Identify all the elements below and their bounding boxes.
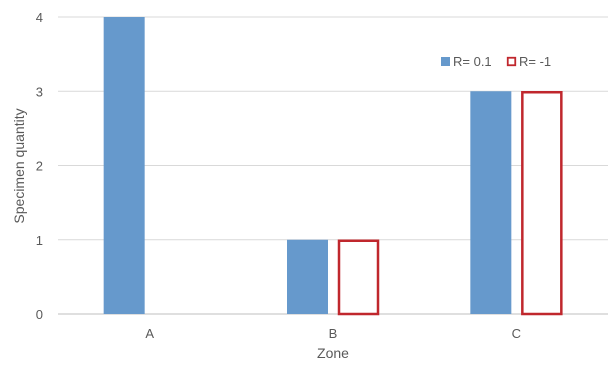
y-tick-label: 0 (36, 307, 43, 322)
x-tick-label: C (512, 326, 521, 341)
bar-r-0-1-b (287, 239, 328, 314)
legend-label: R= -1 (519, 54, 551, 69)
y-axis-title: Specimen quantity (11, 108, 27, 223)
y-axis-ticks: 0 1 2 3 4 (36, 10, 43, 322)
legend-label: R= 0.1 (453, 54, 492, 69)
gridlines (58, 16, 608, 315)
bar-r-neg-1-c (521, 91, 563, 316)
bar-r-0-1-a (103, 17, 145, 314)
legend-swatch (441, 57, 450, 66)
x-tick-label: A (145, 326, 154, 341)
bars (103, 17, 563, 316)
y-tick-label: 4 (36, 10, 43, 25)
bar-r-neg-1-b (337, 239, 380, 316)
y-tick-label: 3 (36, 84, 43, 99)
x-axis-ticks: A B C (145, 326, 521, 341)
y-tick-label: 1 (36, 233, 43, 248)
x-tick-label: B (329, 326, 338, 341)
legend: R= 0.1 R= -1 (441, 54, 551, 69)
x-axis-title: Zone (317, 345, 349, 361)
legend-swatch (506, 56, 517, 67)
y-tick-label: 2 (36, 159, 43, 174)
bar-r-0-1-c (470, 91, 512, 314)
